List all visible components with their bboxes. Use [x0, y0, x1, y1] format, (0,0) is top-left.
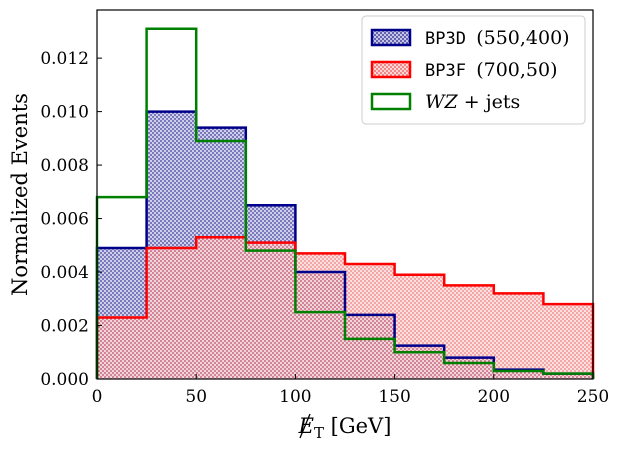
bin-BP3F-3: [245, 242, 296, 379]
legend-label-1: BP3F (700,50): [425, 59, 558, 81]
y-tick-label: 0.002: [40, 317, 89, 337]
x-tick-label: 0: [92, 387, 103, 407]
y-tick-label: 0.000: [40, 370, 89, 390]
y-tick-label: 0.006: [40, 210, 89, 230]
bin-BP3F-0: [97, 317, 147, 379]
legend-label-2: WZ + jets: [425, 91, 520, 113]
bin-BP3F-1: [146, 247, 197, 379]
y-tick-label: 0.008: [40, 156, 89, 176]
y-axis-label: Normalized Events: [8, 93, 32, 296]
bin-BP3F-4: [295, 253, 345, 379]
series-outline-1: [95, 236, 595, 379]
x-tick-label: 100: [279, 387, 311, 407]
bin-BP3F-9: [543, 304, 593, 379]
series-outline-2: [95, 27, 595, 379]
bin-BP3F-7: [444, 285, 494, 379]
series-1-bins: [97, 237, 593, 379]
x-tick-label: 200: [478, 387, 510, 407]
x-axis-label: ET [GeV]: [298, 414, 392, 442]
series-outline-0: [95, 110, 595, 379]
bin-BP3F-2: [196, 237, 246, 379]
legend-swatch-2: [370, 92, 412, 111]
legend-box: [361, 15, 586, 125]
plot-frame: [96, 9, 594, 380]
y-tick-label: 0.012: [40, 49, 89, 69]
x-tick-label: 250: [577, 387, 609, 407]
legend-swatch-1: [370, 60, 412, 79]
y-tick-label: 0.004: [40, 263, 89, 283]
x-tick-label: 50: [185, 387, 207, 407]
y-tick-label: 0.010: [40, 103, 89, 123]
legend-swatch-0: [370, 28, 412, 47]
legend-label-0: BP3D (550,400): [425, 27, 570, 49]
bin-BP3F-5: [345, 264, 395, 379]
met-slash: [299, 413, 311, 439]
bin-BP3F-8: [493, 293, 544, 379]
legend: BP3D (550,400) BP3F (700,50) WZ + jets: [361, 15, 586, 125]
bin-BP3F-6: [394, 274, 445, 379]
x-tick-label: 150: [378, 387, 410, 407]
